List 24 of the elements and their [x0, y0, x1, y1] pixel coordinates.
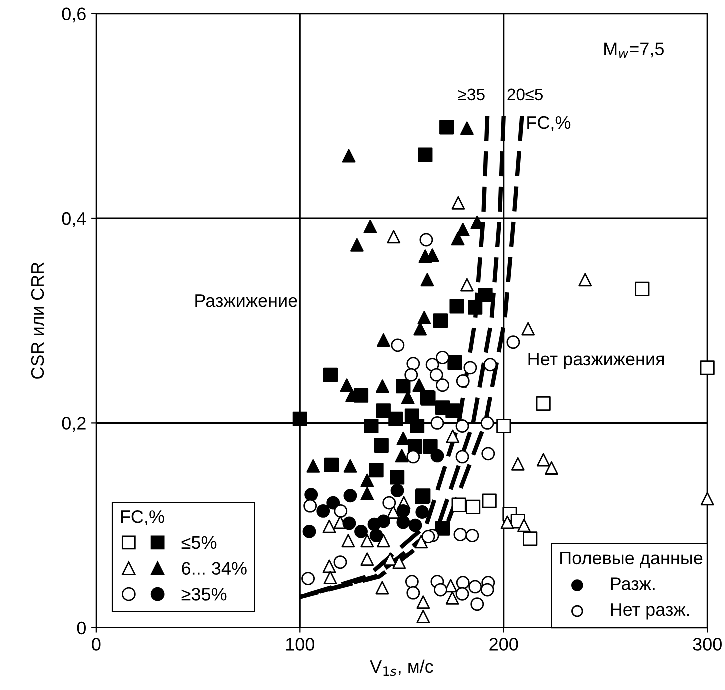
annotation: Разжижение: [196, 294, 298, 308]
annotation: M$_{w}$=7,5: [604, 42, 664, 58]
x-tick-label: 200: [490, 638, 518, 651]
y-tick-label: 0,2: [62, 417, 86, 432]
y-tick-label: 0,4: [62, 212, 86, 228]
legend-label: 6... 34%: [182, 562, 247, 575]
y-tick-label: 0,6: [62, 8, 86, 23]
series-label: 20: [508, 88, 525, 101]
x-tick-label: 100: [286, 638, 315, 651]
annotation: Полевые данные: [560, 552, 703, 568]
legend-title: FC,%: [121, 510, 164, 526]
x-tick-label: 0: [92, 638, 101, 651]
series-label: ≥35: [458, 88, 485, 101]
annotation: Нет разжижения: [528, 353, 664, 370]
y-tick-label: 0: [77, 622, 86, 635]
series-label: ≤5: [526, 88, 543, 101]
annotation: Нет разж.: [611, 604, 690, 620]
x-tick-label: 300: [693, 638, 722, 651]
annotation: Разж.: [611, 578, 655, 590]
annotation: FC,%: [528, 116, 571, 132]
x-axis-title: V$_{1s}$, м/с: [370, 660, 434, 676]
y-axis-title: CSR или CRR: [31, 262, 44, 379]
legend-label: ≤5%: [182, 536, 217, 550]
legend-label: ≥35%: [182, 588, 227, 601]
